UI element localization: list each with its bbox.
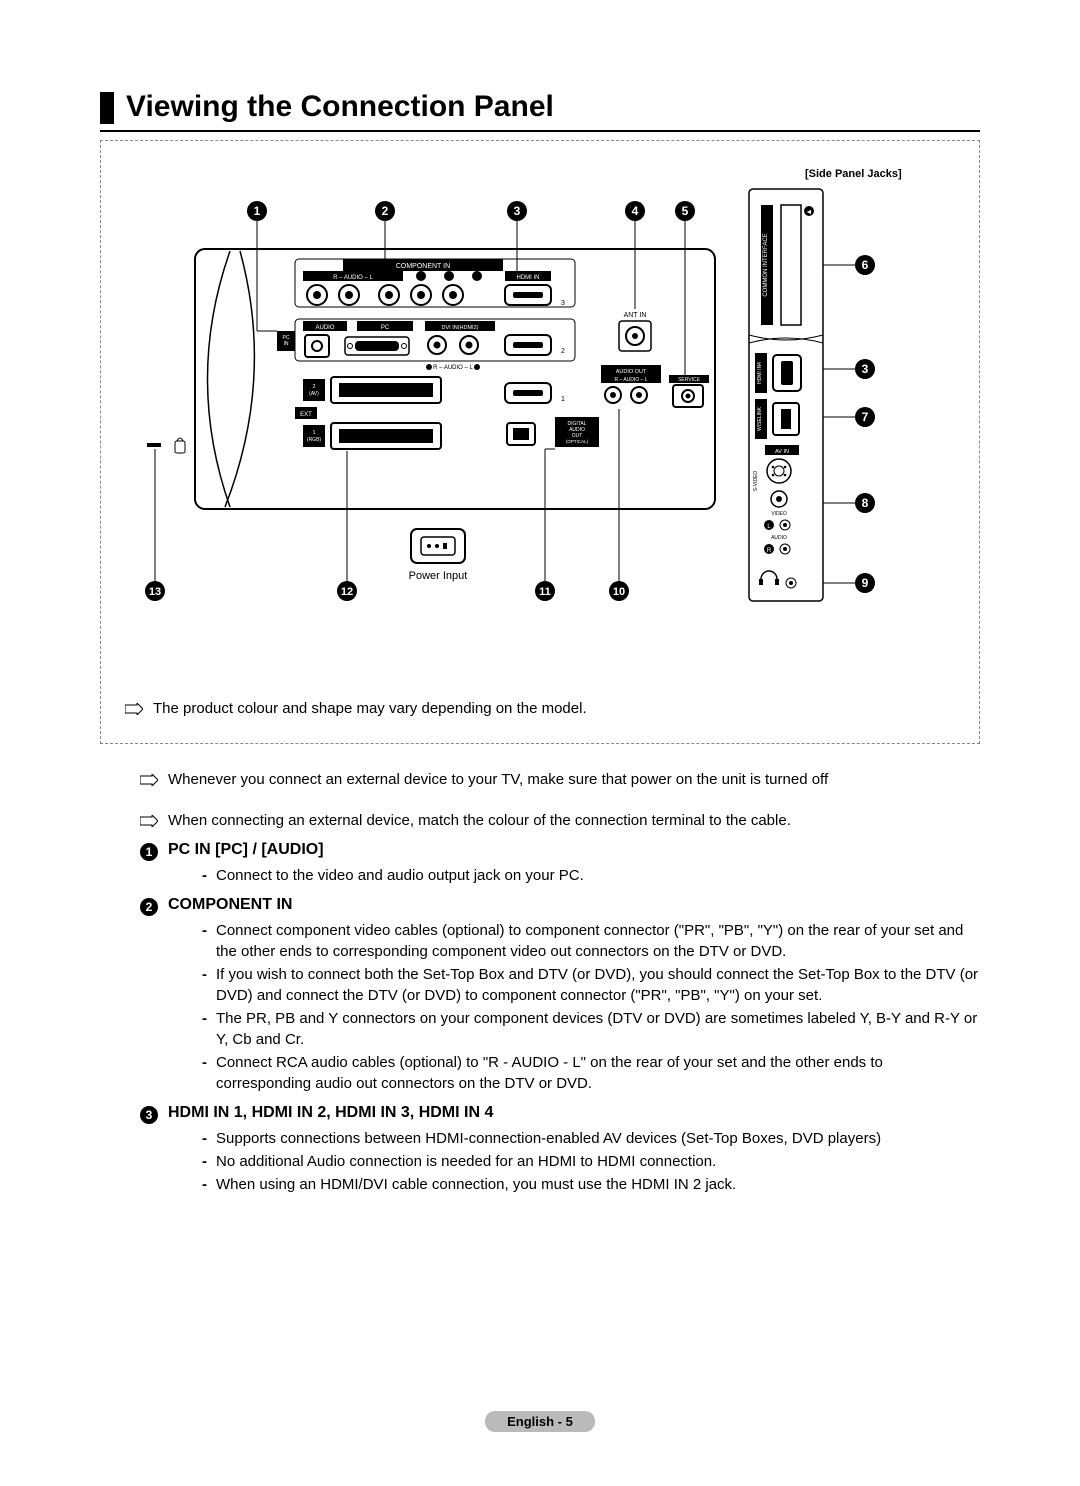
section-1-title: PC IN [PC] / [AUDIO] bbox=[168, 841, 324, 859]
svg-text:1: 1 bbox=[312, 430, 315, 436]
svg-text:6: 6 bbox=[862, 258, 869, 272]
svg-text:1: 1 bbox=[561, 396, 565, 403]
svg-text:R: R bbox=[767, 548, 772, 554]
section-3-bullets: Supports connections between HDMI-connec… bbox=[202, 1128, 980, 1195]
svg-text:R – AUDIO – L: R – AUDIO – L bbox=[614, 377, 647, 383]
pre-note-2: When connecting an external device, matc… bbox=[140, 811, 980, 831]
svg-text:2: 2 bbox=[561, 348, 565, 355]
svg-text:HDMI IN: HDMI IN bbox=[517, 275, 540, 281]
section-2-header: 2 COMPONENT IN bbox=[140, 896, 980, 916]
svg-text:IN: IN bbox=[284, 341, 289, 347]
svg-text:AUDIO: AUDIO bbox=[771, 535, 787, 541]
bullet: When using an HDMI/DVI cable connection,… bbox=[202, 1174, 980, 1195]
svg-text:12: 12 bbox=[341, 586, 353, 598]
svg-text:HDMI IN4: HDMI IN4 bbox=[757, 362, 763, 384]
num-circle-1: 1 bbox=[140, 843, 158, 861]
diagram-disclaimer: The product colour and shape may vary de… bbox=[125, 699, 955, 719]
svg-text:AV IN: AV IN bbox=[775, 449, 789, 455]
svg-text:9: 9 bbox=[862, 576, 869, 590]
svg-text:ANT IN: ANT IN bbox=[624, 312, 647, 319]
svg-text:EXT: EXT bbox=[300, 412, 312, 418]
svg-text:8: 8 bbox=[862, 496, 869, 510]
title-row: Viewing the Connection Panel bbox=[100, 90, 980, 132]
component-jacks bbox=[307, 285, 463, 305]
page-footer: English - 5 bbox=[0, 1411, 1080, 1432]
svg-text:5: 5 bbox=[682, 204, 689, 218]
svg-text:1: 1 bbox=[254, 204, 261, 218]
svg-text:3: 3 bbox=[514, 204, 521, 218]
num-circle-3: 3 bbox=[140, 1106, 158, 1124]
footer-page: English - 5 bbox=[485, 1411, 595, 1432]
section-1-bullets: Connect to the video and audio output ja… bbox=[202, 865, 980, 886]
section-2-bullets: Connect component video cables (optional… bbox=[202, 920, 980, 1094]
section-3-header: 3 HDMI IN 1, HDMI IN 2, HDMI IN 3, HDMI … bbox=[140, 1104, 980, 1124]
bullet: Connect component video cables (optional… bbox=[202, 920, 980, 962]
side-panel-label: [Side Panel Jacks] bbox=[805, 168, 902, 180]
pre-note-1: Whenever you connect an external device … bbox=[140, 770, 980, 790]
svg-text:7: 7 bbox=[862, 410, 869, 424]
panel-diagram-svg: [Side Panel Jacks] 1 2 3 4 5 COMPONENT I… bbox=[125, 159, 955, 679]
svg-text:WISELINK: WISELINK bbox=[757, 406, 763, 431]
num-circle-2: 2 bbox=[140, 898, 158, 916]
svg-text:(OPTICAL): (OPTICAL) bbox=[566, 439, 589, 444]
disclaimer-text: The product colour and shape may vary de… bbox=[153, 699, 587, 719]
svg-text:R – AUDIO – L: R – AUDIO – L bbox=[433, 365, 473, 371]
section-3-title: HDMI IN 1, HDMI IN 2, HDMI IN 3, HDMI IN… bbox=[168, 1104, 493, 1122]
bullet: Supports connections between HDMI-connec… bbox=[202, 1128, 980, 1149]
bullet: The PR, PB and Y connectors on your comp… bbox=[202, 1008, 980, 1050]
connection-diagram: [Side Panel Jacks] 1 2 3 4 5 COMPONENT I… bbox=[100, 140, 980, 744]
bullet: If you wish to connect both the Set-Top … bbox=[202, 964, 980, 1006]
svg-text:AUDIO: AUDIO bbox=[315, 325, 334, 331]
svg-text:Power Input: Power Input bbox=[409, 570, 468, 582]
callouts-top: 1 2 3 4 5 bbox=[247, 201, 695, 221]
bullet: Connect to the video and audio output ja… bbox=[202, 865, 980, 886]
svg-text:(AV): (AV) bbox=[309, 391, 319, 397]
body-content: Whenever you connect an external device … bbox=[100, 770, 980, 1195]
svg-text:10: 10 bbox=[613, 586, 625, 598]
svg-text:PC: PC bbox=[381, 325, 390, 331]
page-title: Viewing the Connection Panel bbox=[126, 90, 554, 124]
svg-text:R – AUDIO – L: R – AUDIO – L bbox=[333, 275, 373, 281]
svg-text:DVI IN(HDMI2): DVI IN(HDMI2) bbox=[442, 325, 479, 331]
svg-text:(RGB): (RGB) bbox=[307, 437, 322, 443]
svg-text:11: 11 bbox=[539, 586, 551, 598]
section-2-title: COMPONENT IN bbox=[168, 896, 292, 914]
svg-text:13: 13 bbox=[149, 586, 161, 598]
svg-text:◄: ◄ bbox=[806, 209, 813, 216]
svg-text:3: 3 bbox=[561, 300, 565, 307]
svg-text:AUDIO OUT: AUDIO OUT bbox=[616, 369, 647, 375]
pre-note-2-text: When connecting an external device, matc… bbox=[168, 811, 791, 831]
arrow-icon bbox=[140, 815, 158, 827]
title-bar bbox=[100, 92, 114, 124]
section-1-header: 1 PC IN [PC] / [AUDIO] bbox=[140, 841, 980, 861]
pre-note-1-text: Whenever you connect an external device … bbox=[168, 770, 828, 790]
svg-text:4: 4 bbox=[632, 204, 639, 218]
svg-text:3: 3 bbox=[862, 362, 869, 376]
arrow-icon bbox=[125, 703, 143, 715]
bullet: No additional Audio connection is needed… bbox=[202, 1151, 980, 1172]
svg-text:COMPONENT IN: COMPONENT IN bbox=[396, 263, 450, 270]
svg-text:COMMON INTERFACE: COMMON INTERFACE bbox=[763, 233, 769, 296]
arrow-icon bbox=[140, 774, 158, 786]
svg-text:SERVICE: SERVICE bbox=[678, 377, 701, 383]
svg-text:VIDEO: VIDEO bbox=[771, 511, 787, 517]
svg-text:2: 2 bbox=[382, 204, 389, 218]
svg-text:2: 2 bbox=[312, 384, 315, 390]
bullet: Connect RCA audio cables (optional) to "… bbox=[202, 1052, 980, 1094]
svg-text:S-VIDEO: S-VIDEO bbox=[753, 471, 759, 492]
